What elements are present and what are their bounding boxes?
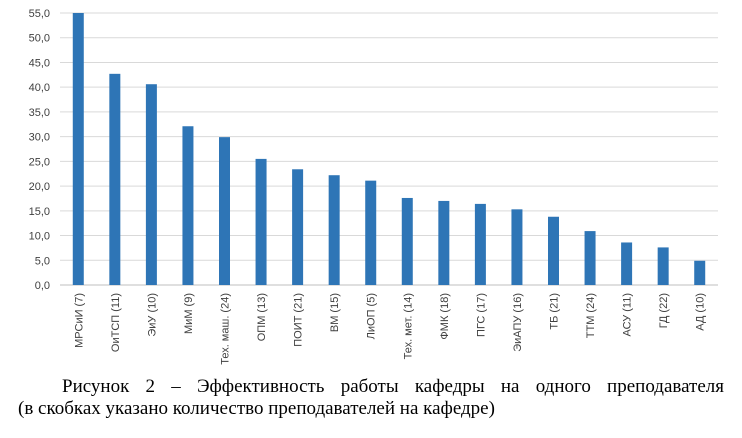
x-category-label: АД (10) [695,293,707,331]
bar [621,242,633,285]
bar-chart: 0,0 5,0 10,0 15,0 20,0 25,0 30,0 35,0 40,0 45,0 50… [29,8,718,365]
bar [694,260,706,285]
bars [72,13,706,286]
x-category-label: ЛиОП (5) [366,293,378,339]
x-category-label: ОПМ (13) [256,293,268,341]
bar [72,13,84,285]
y-tick-label: 10,0 [29,231,50,243]
chart-canvas: 0,0 5,0 10,0 15,0 20,0 25,0 30,0 35,0 40,0 45,0 50… [29,8,718,365]
bar [109,73,121,285]
x-category-label: МиМ (9) [183,293,195,334]
bar [255,158,267,285]
y-tick-label: 45,0 [29,57,50,69]
x-category-label: ФМК (18) [439,293,451,340]
y-tick-label: 35,0 [29,107,50,119]
bar [548,216,559,285]
x-axis-categories: МРСиИ (7) ОиТСП (11) ЭиУ (10) МиМ (9) Тех. м… [73,293,706,365]
x-category-label: ТТМ (24) [585,293,597,338]
bar [657,247,669,285]
y-axis-ticks: 0,0 5,0 10,0 15,0 20,0 25,0 30,0 35,0 40,0 45,0 50… [29,8,50,292]
x-category-label: МРСиИ (7) [73,293,85,348]
bar [328,175,340,285]
bar [219,137,230,285]
x-category-label: ПОИТ (21) [293,293,305,347]
caption-line-1: Рисунок 2 – Эффективность работы кафедры… [62,376,724,397]
bar [438,200,450,285]
x-category-label: АСУ (11) [622,293,634,336]
x-category-label: ПГС (17) [475,293,487,337]
figure-caption: Рисунок 2 – Эффективность работы кафедры… [18,376,724,420]
y-tick-label: 30,0 [29,132,50,144]
bar [292,169,304,285]
x-category-label: ВМ (15) [329,293,341,332]
x-category-label: Тех. маш. (24) [220,293,232,365]
x-category-label: ЭиУ (10) [146,293,158,337]
y-tick-label: 50,0 [29,33,50,45]
gridlines [60,12,718,286]
y-tick-label: 0,0 [35,280,50,292]
bar [511,209,523,285]
x-category-label: ОиТСП (11) [110,293,122,352]
y-tick-label: 15,0 [29,206,50,218]
caption-line-2: (в скобках указано количество преподават… [18,398,495,419]
x-category-label: ТБ (21) [549,293,561,330]
x-category-label: ЭиАПУ (16) [512,293,524,352]
bar [145,84,157,286]
y-tick-label: 25,0 [29,156,50,168]
bar [182,126,194,285]
bar [474,203,486,285]
y-tick-label: 5,0 [35,255,50,267]
y-tick-label: 55,0 [29,8,50,20]
bar [365,180,377,285]
y-tick-label: 40,0 [29,82,50,94]
bar [584,231,596,285]
x-category-label: Тех. мет. (14) [402,293,414,359]
bar [401,197,413,285]
y-tick-label: 20,0 [29,181,50,193]
x-category-label: ГД (22) [658,293,670,328]
